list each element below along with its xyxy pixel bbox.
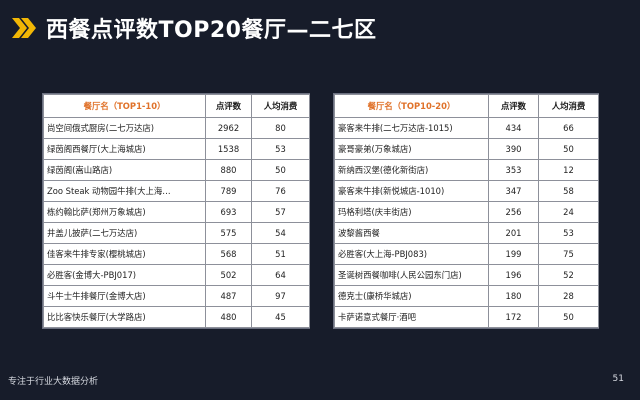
review-count: 502: [205, 264, 252, 286]
column-header-avg-price: 人均消费: [538, 94, 599, 118]
restaurant-name: 尚空间俄式厨房(二七万达店): [43, 117, 206, 139]
review-count: 256: [488, 201, 539, 223]
review-count: 880: [205, 159, 252, 181]
review-count: 180: [488, 285, 539, 307]
table-row: 绿茵阁(嵩山路店) 880 50: [43, 159, 310, 181]
table-row: 豪客来牛排(新悦城店-1010) 347 58: [334, 180, 599, 202]
review-count: 480: [205, 306, 252, 328]
review-count: 575: [205, 222, 252, 244]
table-row: 栋约翰比萨(郑州万象城店) 693 57: [43, 201, 310, 223]
slide-header: 西餐点评数TOP20餐厅—二七区: [10, 10, 376, 46]
avg-price: 66: [538, 117, 599, 139]
table-row: 必胜客(大上海-PBJ083) 199 75: [334, 243, 599, 265]
table-header-row: 餐厅名（TOP1-10） 点评数 人均消费: [43, 94, 310, 118]
avg-price: 80: [251, 117, 310, 139]
table-row: 波黎酱西餐 201 53: [334, 222, 599, 244]
table-row: 绿茵阁西餐厅(大上海城店) 1538 53: [43, 138, 310, 160]
restaurant-name: 必胜客(大上海-PBJ083): [334, 243, 489, 265]
table-row: 豪哥豪弟(万象城店) 390 50: [334, 138, 599, 160]
footer-tagline: 专注于行业大数据分析: [8, 377, 99, 387]
review-count: 1538: [205, 138, 252, 160]
restaurant-name: 卡萨诺意式餐厅·酒吧: [334, 306, 489, 328]
double-chevron-right-icon: [10, 14, 38, 42]
table-row: 卡萨诺意式餐厅·酒吧 172 50: [334, 306, 599, 328]
restaurant-name: 斗牛士牛排餐厅(金博大店): [43, 285, 206, 307]
avg-price: 52: [538, 264, 599, 286]
restaurant-name: 豪客来牛排(二七万达店-1015): [334, 117, 489, 139]
restaurant-name: 佳客来牛排专家(樱桃城店): [43, 243, 206, 265]
column-header-avg-price: 人均消费: [251, 94, 310, 118]
table-row: 豪客来牛排(二七万达店-1015) 434 66: [334, 117, 599, 139]
avg-price: 50: [538, 306, 599, 328]
avg-price: 76: [251, 180, 310, 202]
restaurant-name: 绿茵阁西餐厅(大上海城店): [43, 138, 206, 160]
avg-price: 50: [538, 138, 599, 160]
review-count: 172: [488, 306, 539, 328]
restaurant-name: 波黎酱西餐: [334, 222, 489, 244]
table-row: 比比客快乐餐厅(大学路店) 480 45: [43, 306, 310, 328]
avg-price: 24: [538, 201, 599, 223]
table-row: 佳客来牛排专家(樱桃城店) 568 51: [43, 243, 310, 265]
avg-price: 45: [251, 306, 310, 328]
review-count: 390: [488, 138, 539, 160]
restaurant-name: 豪客来牛排(新悦城店-1010): [334, 180, 489, 202]
column-header-restaurant: 餐厅名（TOP10-20）: [334, 94, 489, 118]
restaurant-name: 井盖儿披萨(二七万达店): [43, 222, 206, 244]
review-count: 693: [205, 201, 252, 223]
table-row: 圣诞树西餐咖啡(人民公园东门店) 196 52: [334, 264, 599, 286]
avg-price: 51: [251, 243, 310, 265]
avg-price: 64: [251, 264, 310, 286]
avg-price: 53: [251, 138, 310, 160]
review-count: 347: [488, 180, 539, 202]
table-row: 德克士(康桥华城店) 180 28: [334, 285, 599, 307]
review-count: 568: [205, 243, 252, 265]
review-count: 201: [488, 222, 539, 244]
table-row: 尚空间俄式厨房(二七万达店) 2962 80: [43, 117, 310, 139]
table-row: 新纳西汉堡(德化新街店) 353 12: [334, 159, 599, 181]
review-count: 789: [205, 180, 252, 202]
review-count: 199: [488, 243, 539, 265]
table-row: Zoo Steak 动物园牛排(大上海… 789 76: [43, 180, 310, 202]
restaurant-name: 玛格利塔(庆丰街店): [334, 201, 489, 223]
restaurant-name: 豪哥豪弟(万象城店): [334, 138, 489, 160]
table-header-row: 餐厅名（TOP10-20） 点评数 人均消费: [334, 94, 599, 118]
column-header-reviews: 点评数: [488, 94, 539, 118]
avg-price: 97: [251, 285, 310, 307]
restaurant-name: Zoo Steak 动物园牛排(大上海…: [43, 180, 206, 202]
restaurant-name: 德克士(康桥华城店): [334, 285, 489, 307]
avg-price: 75: [538, 243, 599, 265]
page-number: 51: [612, 374, 624, 384]
review-count: 353: [488, 159, 539, 181]
avg-price: 58: [538, 180, 599, 202]
review-count: 2962: [205, 117, 252, 139]
restaurant-name: 绿茵阁(嵩山路店): [43, 159, 206, 181]
restaurant-name: 圣诞树西餐咖啡(人民公园东门店): [334, 264, 489, 286]
table-top1-10: 餐厅名（TOP1-10） 点评数 人均消费 尚空间俄式厨房(二七万达店) 296…: [42, 93, 310, 329]
restaurant-name: 新纳西汉堡(德化新街店): [334, 159, 489, 181]
review-count: 487: [205, 285, 252, 307]
table-row: 玛格利塔(庆丰街店) 256 24: [334, 201, 599, 223]
table-row: 必胜客(金博大-PBJ017) 502 64: [43, 264, 310, 286]
table-row: 井盖儿披萨(二七万达店) 575 54: [43, 222, 310, 244]
review-count: 434: [488, 117, 539, 139]
avg-price: 28: [538, 285, 599, 307]
column-header-reviews: 点评数: [205, 94, 252, 118]
table-top10-20: 餐厅名（TOP10-20） 点评数 人均消费 豪客来牛排(二七万达店-1015)…: [333, 93, 599, 329]
restaurant-name: 必胜客(金博大-PBJ017): [43, 264, 206, 286]
avg-price: 57: [251, 201, 310, 223]
restaurant-name: 比比客快乐餐厅(大学路店): [43, 306, 206, 328]
avg-price: 54: [251, 222, 310, 244]
avg-price: 53: [538, 222, 599, 244]
table-row: 斗牛士牛排餐厅(金博大店) 487 97: [43, 285, 310, 307]
slide-title: 西餐点评数TOP20餐厅—二七区: [46, 18, 377, 43]
restaurant-name: 栋约翰比萨(郑州万象城店): [43, 201, 206, 223]
avg-price: 50: [251, 159, 310, 181]
column-header-restaurant: 餐厅名（TOP1-10）: [43, 94, 206, 118]
review-count: 196: [488, 264, 539, 286]
avg-price: 12: [538, 159, 599, 181]
